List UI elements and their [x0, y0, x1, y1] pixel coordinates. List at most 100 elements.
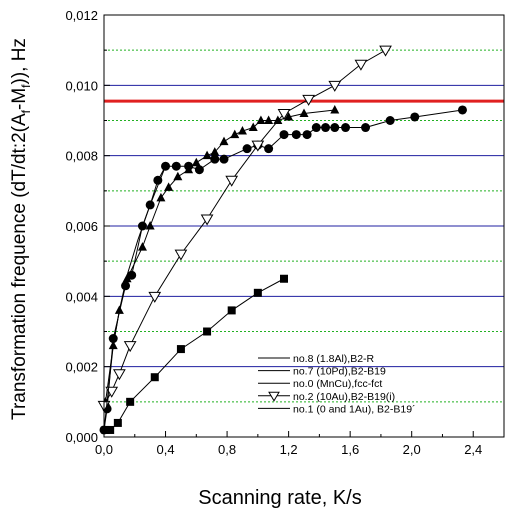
- series-1-point-6: [156, 192, 166, 202]
- y-tick-label-0: 0,000: [65, 430, 98, 445]
- x-tick-label-6: 2,4: [464, 442, 482, 457]
- y-tick-label-1: 0,002: [65, 360, 98, 375]
- y-axis-title-sub1: f: [19, 109, 33, 113]
- legend-label-0: no.8 (1.8Al),B2-R: [293, 353, 375, 365]
- series-2-point-2: [113, 418, 122, 427]
- series-3-point-10: [302, 94, 315, 106]
- series-2-point-5: [176, 345, 185, 354]
- series-1-point-13: [219, 136, 229, 146]
- series-0-point-25: [385, 116, 395, 125]
- x-tick-label-4: 1,6: [341, 442, 359, 457]
- series-3-point-6: [200, 214, 214, 226]
- series-2-point-0: [101, 425, 110, 434]
- series-3-point-13: [379, 45, 392, 57]
- series-3-point-4: [148, 291, 162, 303]
- y-tick-label-4: 0,008: [65, 149, 98, 164]
- y-tick-label-2: 0,004: [65, 289, 98, 304]
- x-axis-title: Scanning rate, K/s: [198, 487, 361, 509]
- series-1-point-15: [237, 126, 247, 135]
- y-axis-title-main: Transformation frequence (dT/dt:2(A: [9, 113, 30, 420]
- y-axis-title-sub2: f: [19, 84, 33, 88]
- legend-label-4: no.1 (0 and 1Au), B2-B19´: [293, 403, 416, 415]
- series-0-point-9: [171, 161, 181, 171]
- series-0-point-11: [194, 165, 204, 175]
- grid-lines: [104, 49, 504, 403]
- series-0-point-17: [279, 130, 289, 140]
- series-3-point-7: [225, 175, 239, 187]
- series-2-point-1: [106, 425, 115, 434]
- series-3-point-11: [328, 80, 342, 92]
- series-1-point-22: [330, 104, 340, 114]
- series-1-point-14: [230, 129, 240, 139]
- series-1-point-10: [191, 157, 201, 167]
- series-0-point-18: [291, 130, 301, 140]
- series-3-point-12: [354, 59, 368, 71]
- series-2-point-4: [150, 373, 159, 382]
- y-tick-label-3: 0,006: [65, 219, 98, 234]
- series-2-point-6: [203, 327, 212, 336]
- axis-ticks: [103, 14, 474, 438]
- legend-marker-3: [268, 391, 280, 402]
- series-0-point-2: [108, 334, 118, 344]
- series-0-point-22: [330, 123, 340, 133]
- series-2-point-8: [253, 288, 262, 297]
- series-group: [97, 45, 467, 435]
- series-1-point-17: [256, 115, 266, 124]
- series-1-point-19: [273, 115, 283, 124]
- series-1-point-4: [137, 242, 147, 251]
- series-0-point-16: [264, 144, 274, 154]
- series-2-point-7: [227, 306, 236, 315]
- x-tick-label-1: 0,4: [156, 442, 174, 457]
- legend: no.8 (1.8Al),B2-Rno.7 (10Pd),B2-B19no.0 …: [258, 353, 416, 415]
- series-line-3: [103, 49, 386, 406]
- series-2: [101, 274, 288, 434]
- y-tick-label-6: 0,012: [65, 8, 98, 23]
- series-3-point-5: [174, 249, 188, 261]
- series-1-point-8: [173, 171, 183, 181]
- series-0-point-21: [321, 123, 331, 133]
- series-1-point-3: [122, 273, 132, 283]
- x-tick-label-0: 0,0: [95, 442, 113, 457]
- series-0-point-14: [242, 144, 252, 154]
- series-2-point-9: [280, 274, 288, 283]
- y-tick-label-5: 0,010: [65, 78, 98, 93]
- series-1-point-7: [164, 182, 174, 191]
- series-2-point-3: [126, 397, 135, 406]
- x-tick-label-5: 2,0: [403, 442, 421, 457]
- series-line-2: [105, 278, 285, 431]
- series-4: [103, 166, 167, 431]
- legend-label-1: no.7 (10Pd),B2-B19: [293, 366, 386, 378]
- y-axis-title-end: )), Hz: [9, 38, 30, 84]
- legend-label-2: no.0 (MnCu),fcc-fct: [293, 378, 382, 390]
- series-0-point-23: [341, 123, 351, 133]
- series-1-point-5: [145, 221, 155, 230]
- series-1-point-16: [248, 122, 258, 132]
- series-3-point-2: [113, 369, 126, 381]
- x-tick-label-3: 1,2: [280, 442, 298, 457]
- series-line-4: [103, 166, 167, 431]
- series-0-point-27: [457, 105, 467, 115]
- series-3-point-3: [123, 341, 137, 353]
- series-0-point-12: [210, 154, 220, 164]
- series-0-point-20: [311, 123, 321, 133]
- y-axis-title-mid: -M: [9, 88, 30, 110]
- x-tick-label-2: 0,8: [218, 442, 236, 457]
- series-3-point-9: [277, 108, 291, 120]
- series-1-point-12: [210, 147, 220, 156]
- series-3-point-8: [251, 140, 265, 152]
- series-1-point-20: [284, 111, 294, 121]
- series-0-point-7: [153, 175, 163, 185]
- axis-tick-labels: 0,0 0,4 0,8 1,2 1,6 2,0 2,4 0,000 0,002 0,004 0,00…: [65, 8, 482, 457]
- series-0-point-26: [410, 112, 420, 122]
- series-3: [97, 45, 392, 412]
- series-1-point-11: [202, 150, 212, 160]
- series-0: [99, 105, 467, 435]
- series-0-point-13: [219, 154, 229, 164]
- series-3-point-1: [105, 386, 119, 398]
- series-line-0: [103, 109, 463, 431]
- series-0-point-24: [361, 123, 371, 133]
- series-1-point-18: [264, 115, 274, 124]
- y-axis-title: Transformation frequence (dT/dt:2(Af-Mf)…: [9, 38, 33, 420]
- series-0-point-19: [302, 130, 312, 140]
